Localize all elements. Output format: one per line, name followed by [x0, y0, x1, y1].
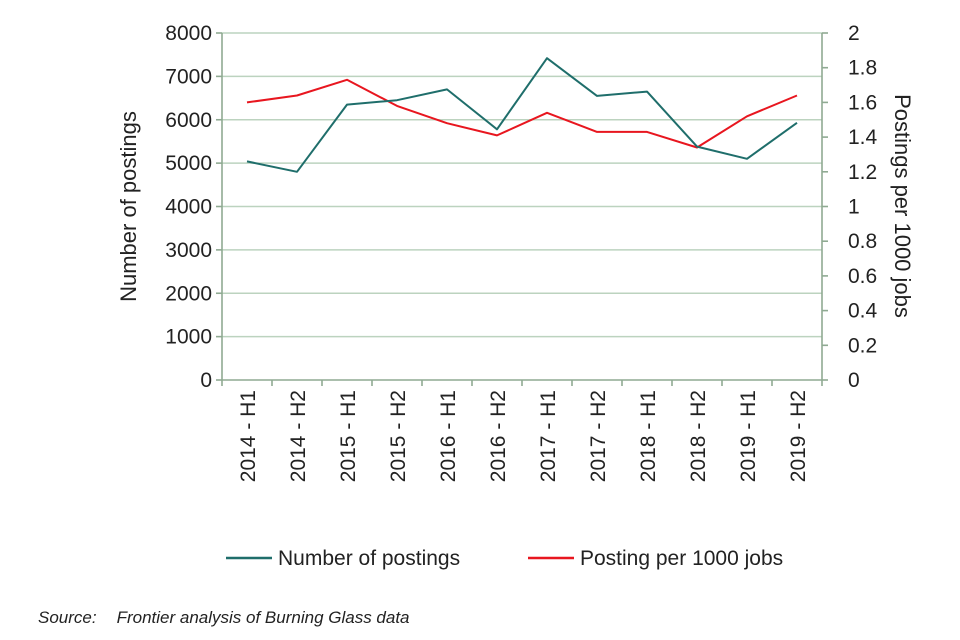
right-y-axis-title: Postings per 1000 jobs: [890, 94, 915, 318]
left-y-axis-title: Number of postings: [116, 111, 141, 302]
x-tick-label: 2018 - H2: [687, 390, 710, 482]
right-tick-label: 0.8: [848, 230, 877, 253]
right-tick-label: 1.6: [848, 91, 877, 114]
left-tick-label: 4000: [165, 196, 212, 219]
right-y-tick-labels: 0 0.2 0.4 0.6 0.8 1 1.2 1.4 1.6 1.8 2: [822, 22, 878, 392]
right-tick-label: 1.2: [848, 161, 877, 184]
legend-label-posting-per-1000-jobs: Posting per 1000 jobs: [580, 547, 783, 570]
right-tick-label: 1.4: [848, 126, 878, 149]
right-tick-label: 1: [848, 196, 860, 219]
x-tick-label: 2015 - H1: [337, 390, 360, 482]
x-tick-label: 2016 - H1: [437, 390, 460, 482]
source-text: Frontier analysis of Burning Glass data: [116, 608, 410, 627]
series-lines: [246, 57, 798, 173]
gridlines: [222, 32, 822, 338]
right-tick-label: 0.4: [848, 300, 878, 323]
x-tick-label: 2017 - H2: [587, 390, 610, 482]
x-tick-label: 2017 - H1: [537, 390, 560, 482]
right-tick-label: 0: [848, 369, 860, 392]
source-label: Source:: [38, 608, 97, 627]
x-tick-label: 2019 - H1: [737, 390, 760, 482]
right-tick-label: 0.6: [848, 265, 877, 288]
series-line-posting-per-1000-jobs: [246, 78, 798, 149]
left-tick-label: 2000: [165, 282, 212, 305]
x-tick-label: 2015 - H2: [387, 390, 410, 482]
right-tick-label: 1.8: [848, 57, 877, 80]
right-tick-label: 0.2: [848, 334, 877, 357]
x-tick-label: 2018 - H1: [637, 390, 660, 482]
left-tick-label: 6000: [165, 109, 212, 132]
source-note: Source: Frontier analysis of Burning Glas…: [38, 608, 410, 628]
left-y-tick-labels: 0 1000 2000 3000 4000 5000 6000 7000 8000: [165, 22, 222, 392]
x-tick-labels: 2014 - H1 2014 - H2 2015 - H1 2015 - H2 2016…: [221, 380, 823, 482]
x-tick-label: 2014 - H2: [287, 390, 310, 482]
legend: Number of postings Posting per 1000 jobs: [226, 547, 783, 570]
series-line-number-of-postings: [246, 57, 798, 173]
left-tick-label: 8000: [165, 22, 212, 45]
left-tick-label: 7000: [165, 65, 212, 88]
x-tick-label: 2014 - H1: [237, 390, 260, 482]
x-tick-label: 2019 - H2: [787, 390, 810, 482]
left-tick-label: 1000: [165, 326, 212, 349]
left-tick-label: 3000: [165, 239, 212, 262]
legend-label-number-of-postings: Number of postings: [278, 547, 460, 570]
left-tick-label: 5000: [165, 152, 212, 175]
left-tick-label: 0: [200, 369, 212, 392]
x-tick-label: 2016 - H2: [487, 390, 510, 482]
right-tick-label: 2: [848, 22, 860, 45]
